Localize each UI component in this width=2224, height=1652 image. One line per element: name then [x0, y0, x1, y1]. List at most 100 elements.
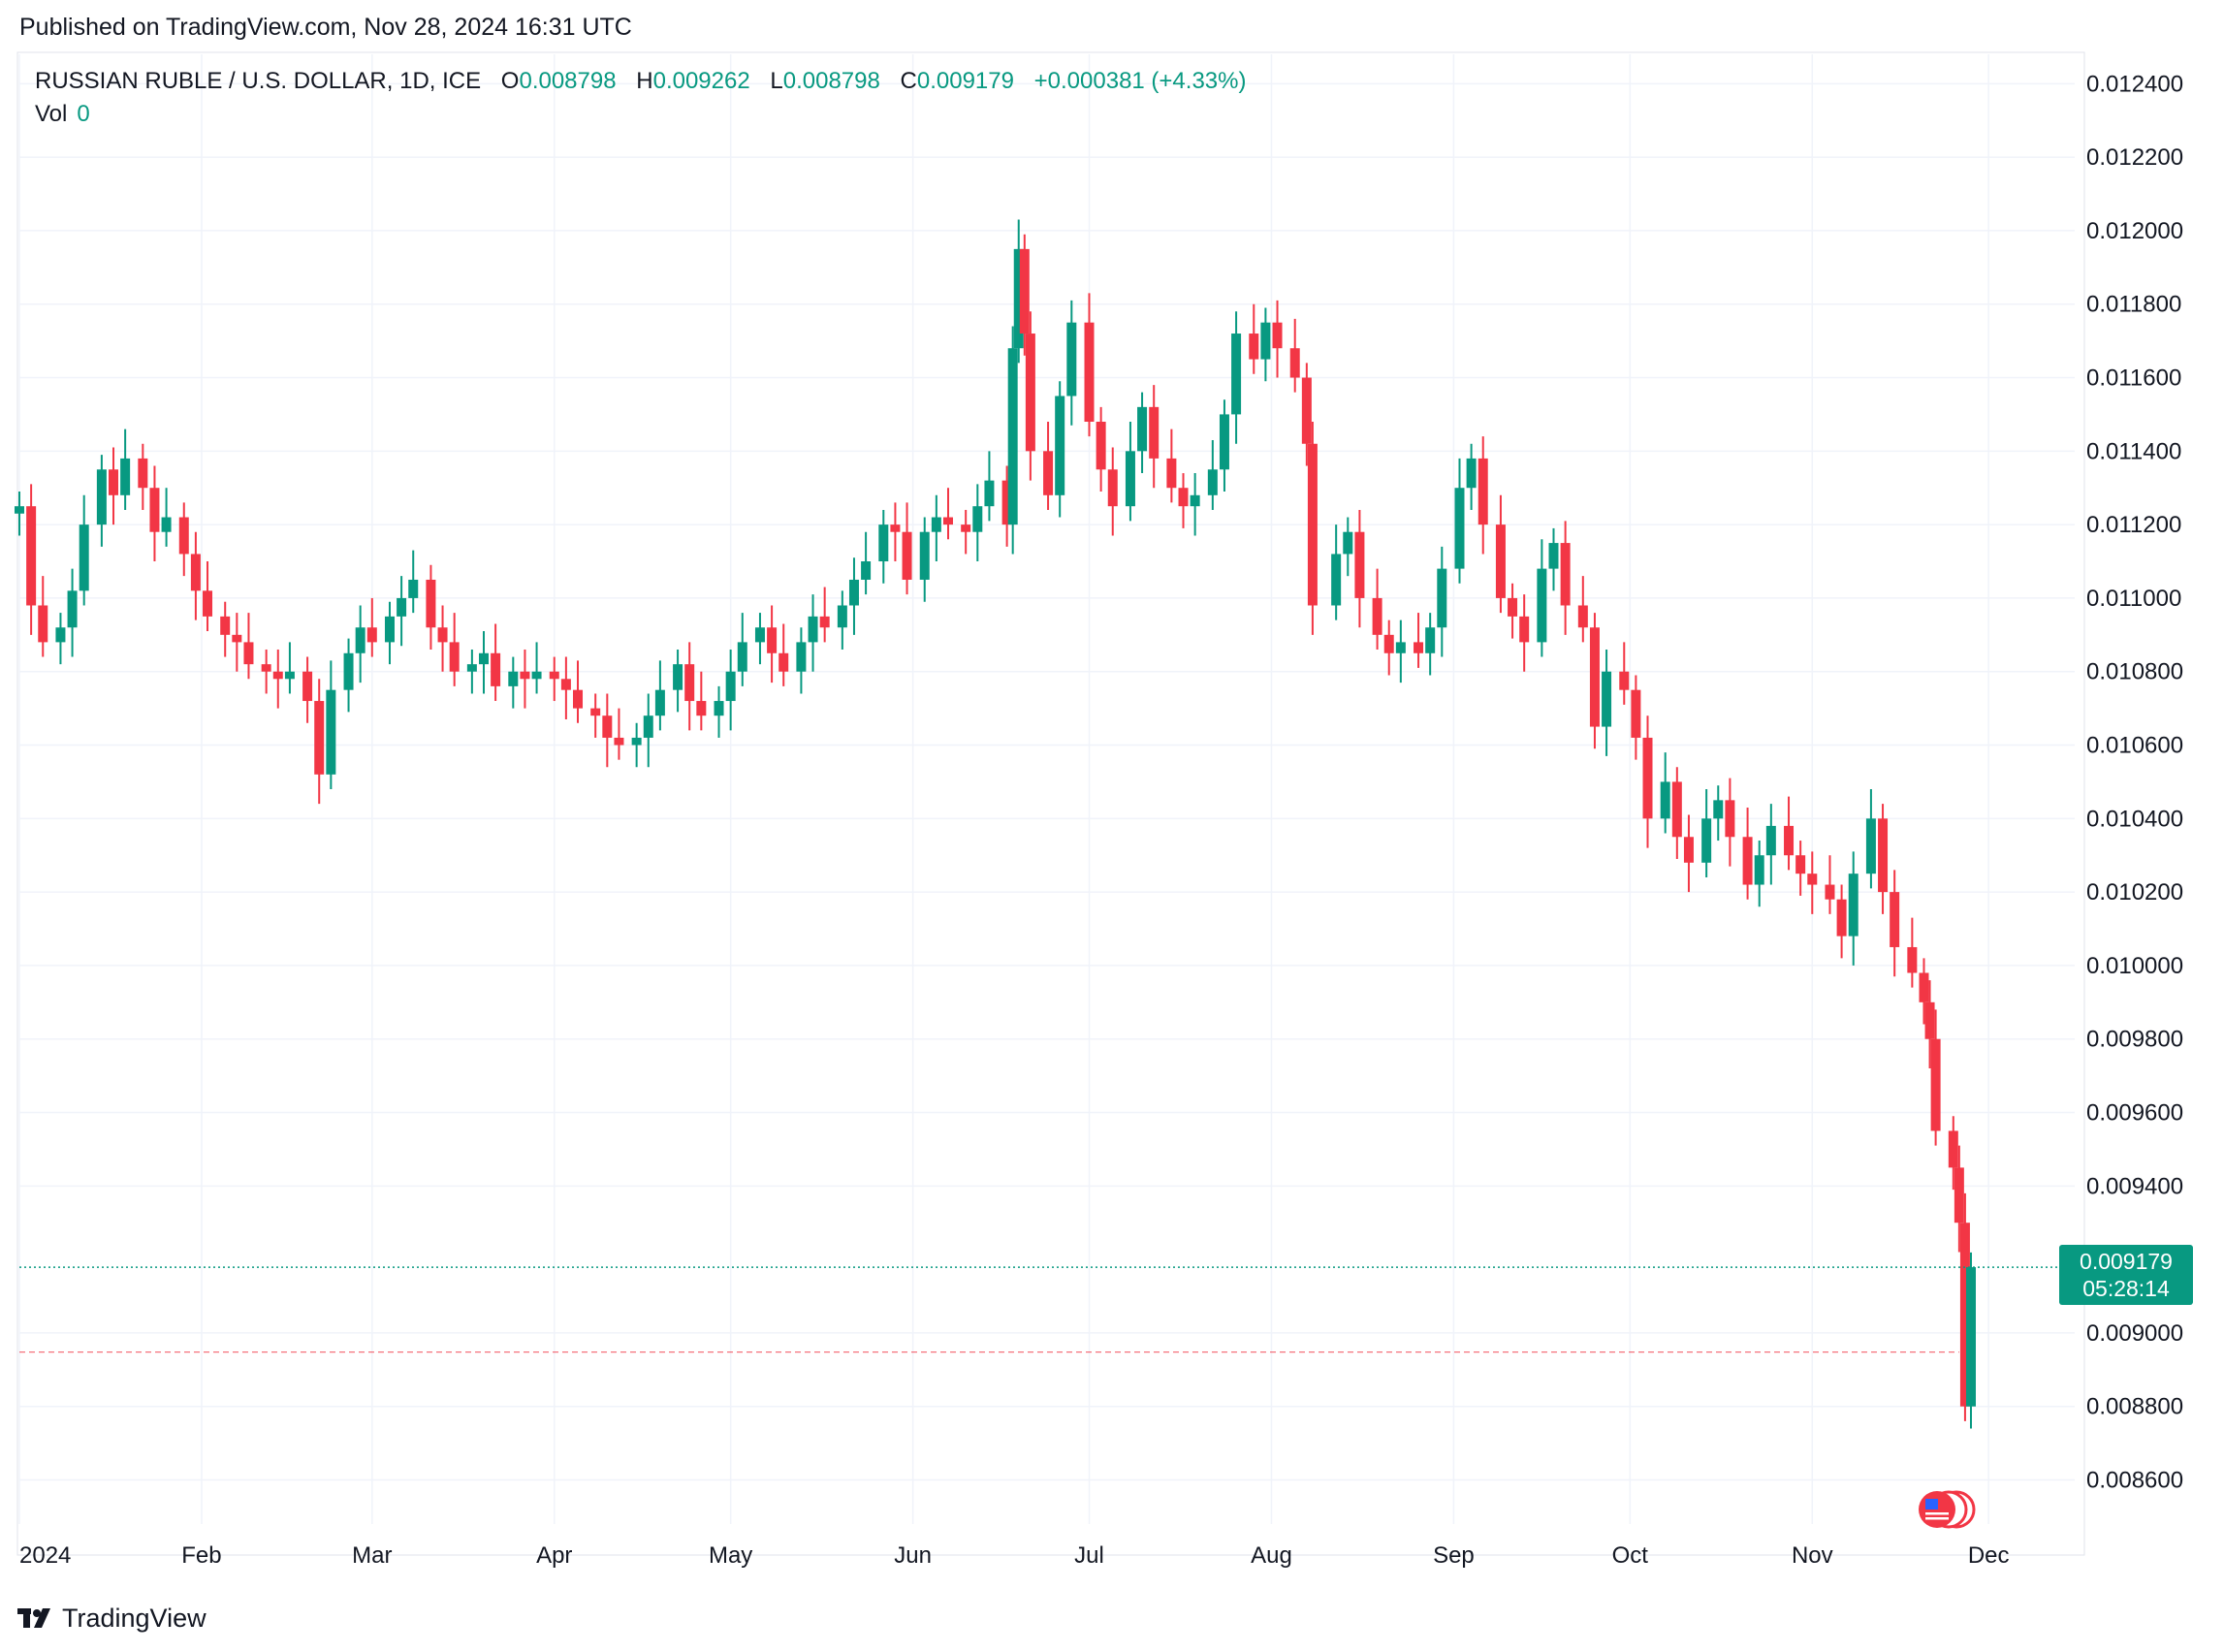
- candle-body: [1795, 855, 1806, 874]
- candle-body: [549, 671, 559, 680]
- candle-body: [1660, 781, 1670, 819]
- tradingview-brand: TradingView: [62, 1604, 207, 1633]
- candle-body: [1548, 543, 1559, 569]
- y-tick-label: 0.009000: [2086, 1320, 2183, 1347]
- candle-body: [1477, 458, 1488, 525]
- x-tick-label: Nov: [1792, 1542, 1833, 1569]
- candle-body: [203, 590, 213, 617]
- candle-body: [1343, 531, 1353, 555]
- published-caption: Published on TradingView.com, Nov 28, 20…: [19, 14, 632, 41]
- candle-body: [366, 627, 377, 643]
- candle-body: [478, 652, 489, 665]
- candle-body: [1848, 874, 1859, 937]
- candle-body: [590, 708, 601, 716]
- candle-body: [1577, 605, 1588, 628]
- candle-body: [714, 701, 724, 716]
- candle-body: [754, 627, 765, 643]
- candle-body: [1466, 458, 1477, 489]
- candle-body: [573, 689, 584, 709]
- candle-body: [1495, 524, 1506, 598]
- candle-body: [1190, 494, 1200, 507]
- candle-body: [302, 671, 313, 702]
- high-value: 0.009262: [652, 68, 750, 94]
- x-tick-label: Sep: [1433, 1542, 1475, 1569]
- x-tick-label: Aug: [1251, 1542, 1292, 1569]
- chart-grid: [16, 51, 2085, 1556]
- candle-body: [1301, 377, 1312, 444]
- volume-label: Vol: [35, 101, 68, 127]
- candle-body: [1631, 689, 1641, 738]
- low-value: 0.008798: [782, 68, 880, 94]
- candle-body: [1207, 469, 1218, 495]
- x-tick-label: Jun: [894, 1542, 932, 1569]
- tradingview-logo[interactable]: TradingView: [17, 1604, 207, 1634]
- candle-body: [343, 652, 354, 690]
- candle-body: [984, 480, 995, 507]
- y-tick-label: 0.008600: [2086, 1468, 2183, 1494]
- candle-body: [1025, 334, 1035, 452]
- x-tick-label: 2024: [19, 1542, 71, 1569]
- x-tick-label: Mar: [352, 1542, 392, 1569]
- candle-body: [1019, 248, 1030, 334]
- y-tick-label: 0.010800: [2086, 659, 2183, 685]
- candle-body: [1272, 322, 1283, 349]
- candle-body: [1754, 855, 1764, 885]
- y-tick-label: 0.011400: [2086, 438, 2181, 464]
- candle-body: [643, 715, 653, 738]
- candle-body: [1178, 488, 1189, 507]
- y-tick-label: 0.010200: [2086, 879, 2183, 905]
- candle-body: [654, 689, 665, 716]
- candle-body: [614, 737, 624, 746]
- y-tick-label: 0.009800: [2086, 1027, 2183, 1053]
- candle-body: [1954, 1167, 1964, 1223]
- y-tick-label: 0.011000: [2086, 586, 2181, 612]
- close-label: C: [900, 68, 917, 94]
- candle-body: [942, 517, 953, 525]
- candle-body: [1519, 616, 1530, 643]
- candle-body: [919, 531, 930, 580]
- candle-body: [1919, 972, 1929, 1002]
- time-axis: 2024 Feb Mar Apr May Jun Jul Aug Sep Oct Nov Dec: [19, 1542, 2010, 1569]
- close-value: 0.009179: [916, 68, 1014, 94]
- low-label: L: [770, 68, 783, 94]
- candle-body: [449, 642, 460, 672]
- y-tick-label: 0.012200: [2086, 144, 2183, 171]
- candle-body: [1307, 443, 1318, 606]
- candle-body: [520, 671, 530, 680]
- candle-body: [491, 652, 501, 686]
- price-axis: 0.012400 0.012200 0.012000 0.011800 0.011600…: [2086, 71, 2183, 1493]
- x-tick-label: Feb: [181, 1542, 221, 1569]
- y-tick-label: 0.008800: [2086, 1394, 2183, 1420]
- candle-body: [1742, 837, 1753, 885]
- x-tick-label: Apr: [536, 1542, 572, 1569]
- candle-body: [1924, 1001, 1935, 1039]
- candle-body: [1683, 837, 1694, 863]
- economic-events-icon[interactable]: [1916, 1485, 1978, 1534]
- candle-body: [1231, 334, 1242, 415]
- candle-body: [1959, 1223, 1970, 1407]
- candle-body: [848, 579, 859, 606]
- candle-body: [819, 616, 830, 628]
- candle-body: [1007, 348, 1018, 525]
- candle-body: [79, 524, 89, 591]
- y-tick-label: 0.012400: [2086, 71, 2183, 97]
- candle-body: [26, 506, 37, 606]
- y-tick-label: 0.012000: [2086, 218, 2183, 244]
- open-label: O: [500, 68, 520, 94]
- candle-body: [1537, 568, 1547, 643]
- candle-body: [1725, 800, 1735, 838]
- candle-body: [861, 561, 872, 580]
- candle-body: [684, 664, 695, 702]
- candle-body: [1930, 1038, 1941, 1131]
- candle-body: [767, 627, 778, 653]
- candle-body: [1642, 737, 1653, 819]
- candle-body: [466, 664, 477, 672]
- candle-body: [890, 524, 901, 532]
- candle-body: [778, 652, 789, 672]
- candle-body: [1454, 488, 1465, 569]
- candle-body: [326, 689, 336, 775]
- candle-body: [384, 616, 395, 643]
- candle-body: [1166, 458, 1177, 489]
- open-value: 0.008798: [519, 68, 617, 94]
